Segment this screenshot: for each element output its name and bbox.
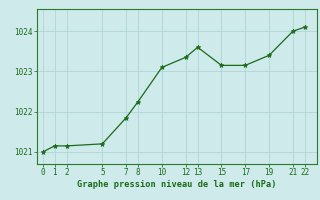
X-axis label: Graphe pression niveau de la mer (hPa): Graphe pression niveau de la mer (hPa) [77, 180, 276, 189]
